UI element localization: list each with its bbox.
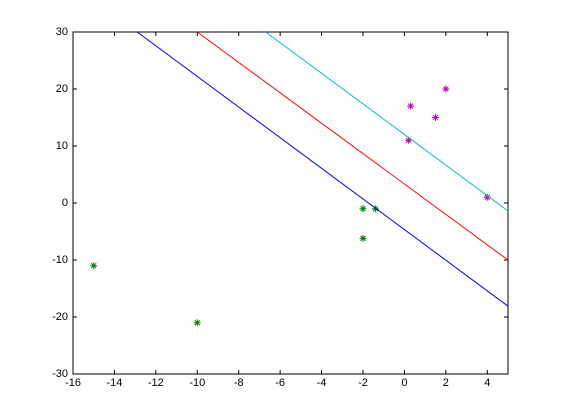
data-point bbox=[442, 85, 450, 93]
x-tick-label: 0 bbox=[401, 377, 407, 389]
data-line bbox=[196, 31, 509, 261]
x-tick-label: -2 bbox=[358, 377, 368, 389]
data-point bbox=[90, 262, 98, 270]
data-point bbox=[405, 136, 413, 144]
y-tick-label: -10 bbox=[52, 254, 68, 266]
x-tick-label: -12 bbox=[148, 377, 164, 389]
y-tick-label: -20 bbox=[52, 311, 68, 323]
y-tick-label: -30 bbox=[52, 368, 68, 380]
data-point bbox=[193, 319, 201, 327]
x-tick-label: -16 bbox=[65, 377, 81, 389]
x-tick-label: 4 bbox=[484, 377, 490, 389]
x-tick-label: -14 bbox=[106, 377, 122, 389]
x-tick-label: -10 bbox=[189, 377, 205, 389]
x-tick-label: -4 bbox=[317, 377, 327, 389]
axes-box bbox=[72, 31, 509, 375]
data-line bbox=[136, 31, 509, 307]
y-tick-label: 0 bbox=[62, 197, 68, 209]
y-tick-label: 10 bbox=[56, 140, 68, 152]
data-point bbox=[359, 234, 367, 242]
y-tick-label: 30 bbox=[56, 26, 68, 38]
x-tick-label: -6 bbox=[275, 377, 285, 389]
data-point bbox=[483, 193, 491, 201]
data-point bbox=[432, 114, 439, 121]
data-line bbox=[265, 31, 509, 212]
x-tick-label: -8 bbox=[234, 377, 244, 389]
data-point bbox=[359, 205, 367, 213]
x-tick-label: 2 bbox=[443, 377, 449, 389]
y-tick-label: 20 bbox=[56, 83, 68, 95]
data-point bbox=[407, 102, 415, 110]
